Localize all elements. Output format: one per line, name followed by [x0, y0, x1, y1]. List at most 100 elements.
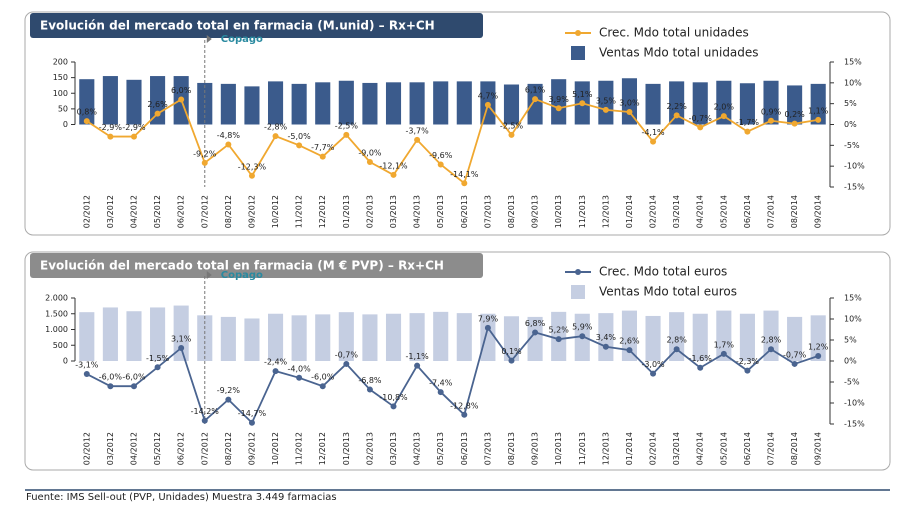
- bar: [150, 307, 166, 361]
- data-label: 3,5%: [596, 96, 617, 105]
- marker: [602, 106, 609, 113]
- bar: [810, 315, 826, 361]
- bar: [338, 312, 354, 361]
- data-label: -12,8%: [450, 401, 479, 410]
- bar: [291, 83, 307, 125]
- x-tick-label: 02/2012: [82, 195, 91, 228]
- x-tick-label: 12/2012: [318, 195, 327, 228]
- data-label: -2,4%: [264, 358, 288, 367]
- data-label: -2,9%: [99, 123, 123, 132]
- data-label: 5,1%: [572, 90, 593, 99]
- x-tick-label: 10/2013: [554, 195, 563, 228]
- marker: [83, 371, 90, 378]
- x-tick-label: 08/2013: [507, 195, 516, 228]
- annotation: Copago: [221, 34, 263, 45]
- marker: [815, 352, 822, 359]
- data-label: -3,1%: [75, 361, 99, 370]
- data-label: -5,0%: [288, 132, 312, 141]
- x-tick-label: 10/2012: [271, 195, 280, 228]
- marker: [720, 113, 727, 120]
- marker: [815, 116, 822, 123]
- bar: [551, 79, 567, 125]
- x-tick-label: 03/2013: [389, 195, 398, 228]
- bar: [102, 307, 118, 361]
- bar: [244, 86, 260, 125]
- chart-title: Evolución del mercado total en farmacia …: [40, 19, 435, 33]
- data-label: -6,0%: [99, 373, 123, 382]
- data-label: -14,1%: [450, 170, 479, 179]
- legend-swatch: [571, 285, 585, 299]
- marker: [791, 120, 798, 127]
- bar: [362, 314, 378, 361]
- data-label: -9,6%: [429, 151, 453, 160]
- annotation: Copago: [221, 270, 263, 281]
- bar: [621, 78, 638, 125]
- bar: [220, 83, 236, 125]
- x-tick-label: 11/2012: [295, 195, 304, 228]
- chart-frame: [24, 251, 891, 471]
- x-tick-label: 04/2012: [129, 195, 138, 228]
- y2-tick-label: 0%: [844, 357, 857, 366]
- marker: [343, 360, 350, 367]
- data-label: 2,2%: [666, 102, 687, 111]
- x-tick-label: 04/2012: [129, 432, 138, 465]
- y2-tick-label: 10%: [844, 315, 862, 324]
- bar: [315, 82, 331, 125]
- x-tick-label: 03/2013: [389, 432, 398, 465]
- x-tick-label: 07/2013: [483, 432, 492, 465]
- data-label: -2,5%: [335, 121, 359, 130]
- x-tick-label: 05/2014: [719, 432, 728, 465]
- data-label: -6,8%: [358, 376, 382, 385]
- marker: [673, 346, 680, 353]
- marker: [225, 141, 232, 148]
- bar: [692, 82, 708, 125]
- y-tick-label: 0: [63, 357, 68, 366]
- legend-label: Ventas Mdo total euros: [599, 285, 737, 299]
- legend-label: Crec. Mdo total euros: [599, 265, 727, 279]
- x-tick-label: 08/2014: [790, 195, 799, 228]
- x-tick-label: 06/2014: [743, 432, 752, 465]
- y-tick-label: 100: [53, 89, 68, 98]
- annotation-arrow: [206, 271, 212, 279]
- bar: [79, 312, 95, 361]
- marker: [272, 368, 279, 375]
- x-tick-label: 11/2013: [578, 432, 587, 465]
- x-tick-label: 03/2014: [672, 432, 681, 465]
- marker: [626, 347, 633, 354]
- x-tick-label: 03/2012: [106, 195, 115, 228]
- x-tick-label: 11/2013: [578, 195, 587, 228]
- bar: [527, 316, 543, 361]
- x-tick-label: 12/2012: [318, 432, 327, 465]
- y2-tick-label: -15%: [844, 183, 865, 192]
- x-tick-label: 08/2012: [224, 195, 233, 228]
- bar: [598, 80, 614, 125]
- x-tick-label: 09/2014: [814, 195, 823, 228]
- data-label: 3,4%: [596, 333, 617, 342]
- x-tick-label: 06/2012: [177, 195, 186, 228]
- data-label: -7,4%: [429, 379, 453, 388]
- marker: [296, 142, 303, 149]
- data-label: -12,1%: [379, 161, 408, 170]
- x-tick-label: 11/2012: [295, 432, 304, 465]
- bar: [220, 316, 236, 361]
- y2-tick-label: 15%: [844, 58, 862, 67]
- marker: [201, 159, 208, 166]
- marker: [272, 133, 279, 140]
- source: Fuente: IMS Sell-out (PVP, Unidades) Mue…: [26, 492, 337, 503]
- data-label: 0,1%: [501, 347, 522, 356]
- marker: [248, 419, 255, 426]
- bar: [291, 315, 307, 361]
- bar: [102, 76, 118, 125]
- x-tick-label: 01/2014: [625, 195, 634, 228]
- bar: [173, 305, 189, 361]
- data-label: -4,8%: [217, 131, 241, 140]
- data-label: 6,8%: [525, 319, 546, 328]
- x-tick-label: 09/2012: [247, 432, 256, 465]
- x-tick-label: 01/2013: [342, 195, 351, 228]
- chart-frame: [24, 11, 891, 236]
- marker: [673, 112, 680, 119]
- marker: [414, 136, 421, 143]
- bar: [763, 310, 779, 361]
- data-label: 2,8%: [761, 336, 782, 345]
